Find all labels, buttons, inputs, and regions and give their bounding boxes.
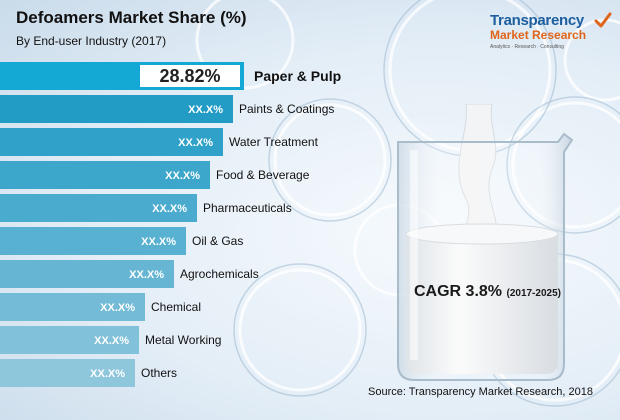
- category-label: Chemical: [151, 300, 201, 314]
- category-label: Paper & Pulp: [254, 68, 341, 84]
- category-label: Food & Beverage: [216, 168, 310, 182]
- bar-value-label: XX.X%: [141, 236, 176, 248]
- bar-group: XX.X% Oil & Gas: [0, 227, 243, 255]
- category-label: Oil & Gas: [192, 234, 243, 248]
- logo-line2: Market Research: [490, 28, 587, 42]
- source-note: Source: Transparency Market Research, 20…: [368, 386, 594, 398]
- beaker-illustration: [397, 104, 574, 381]
- bar-group: 28.82% Paper & Pulp: [0, 62, 341, 90]
- chart-title: Defoamers Market Share (%): [16, 8, 247, 27]
- cagr-annotation: CAGR 3.8% (2017-2025): [414, 283, 561, 301]
- bar-group: XX.X% Pharmaceuticals: [0, 194, 292, 222]
- category-label: Agrochemicals: [180, 267, 259, 281]
- company-logo: Transparency Market Research Analytics ·…: [490, 12, 612, 58]
- bar-value-label: XX.X%: [165, 170, 200, 182]
- category-label: Metal Working: [145, 333, 221, 347]
- bar-value-label: XX.X%: [100, 302, 135, 314]
- bar-group: XX.X% Metal Working: [0, 326, 221, 354]
- checkmark-logo-icon: [594, 12, 612, 28]
- bar: [0, 359, 135, 387]
- bar-group: XX.X% Others: [0, 359, 177, 387]
- bar: [0, 293, 145, 321]
- bar-value-label: XX.X%: [129, 269, 164, 281]
- bar: [0, 260, 174, 288]
- category-label: Others: [141, 366, 177, 380]
- bar-group: XX.X% Paints & Coatings: [0, 95, 334, 123]
- cagr-label: CAGR 3.8%: [414, 283, 503, 300]
- bar-value-label: XX.X%: [152, 203, 187, 215]
- category-label: Water Treatment: [229, 135, 319, 149]
- logo-line1: Transparency: [490, 12, 584, 29]
- bar: [0, 227, 186, 255]
- bar-group: XX.X% Chemical: [0, 293, 201, 321]
- bar-group: XX.X% Food & Beverage: [0, 161, 310, 189]
- logo-tagline: Analytics · Research · Consulting: [490, 44, 564, 50]
- bar-group: XX.X% Agrochemicals: [0, 260, 259, 288]
- bar-value-label: XX.X%: [178, 137, 213, 149]
- bar: [0, 95, 233, 123]
- category-label: Pharmaceuticals: [203, 201, 292, 215]
- cagr-period: (2017-2025): [506, 288, 561, 299]
- bar-group: XX.X% Water Treatment: [0, 128, 319, 156]
- bar-value-label: 28.82%: [159, 66, 220, 86]
- bar-value-label: XX.X%: [94, 335, 129, 347]
- bar-value-label: XX.X%: [188, 104, 223, 116]
- bar: [0, 161, 210, 189]
- bar: [0, 326, 139, 354]
- bar-value-label: XX.X%: [90, 368, 125, 380]
- bar: [0, 194, 197, 222]
- chart-subtitle: By End-user Industry (2017): [16, 34, 167, 48]
- highlight-value-box: [140, 65, 240, 87]
- category-label: Paints & Coatings: [239, 102, 334, 116]
- bar: [0, 128, 223, 156]
- bar-chart: 28.82% Paper & Pulp XX.X% Paints & Coatings…: [0, 62, 341, 387]
